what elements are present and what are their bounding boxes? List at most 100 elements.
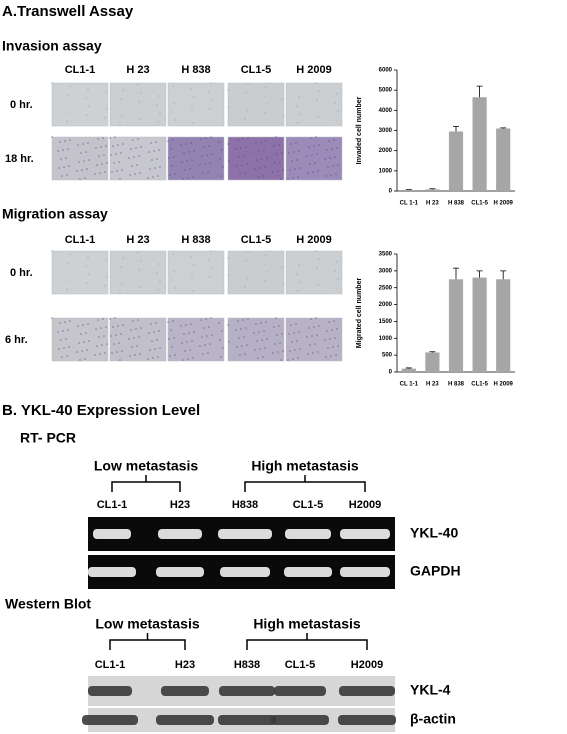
cell-dot	[205, 318, 207, 320]
bracket	[246, 633, 368, 650]
column-label: CL1-1	[65, 234, 96, 246]
cell-dot	[318, 325, 320, 327]
cell-dot	[202, 353, 204, 355]
cell-dot	[138, 155, 140, 157]
cell-dot	[261, 158, 263, 160]
cell-dot	[76, 351, 78, 353]
column-label: CL1-1	[65, 64, 96, 76]
cell-dot	[317, 351, 319, 353]
cell-dot	[317, 284, 319, 286]
cell-dot	[117, 325, 119, 327]
cell-dot	[80, 152, 82, 154]
cell-dot	[294, 168, 296, 170]
cell-dot	[210, 250, 212, 252]
cell-dot	[282, 169, 284, 171]
cell-dot	[202, 172, 204, 174]
band-label: β-actin	[410, 711, 456, 727]
x-tick-label: CL1-5	[471, 201, 488, 207]
cell-dot	[60, 158, 62, 160]
cell-dot	[192, 357, 194, 359]
cell-dot	[148, 151, 150, 153]
micrograph	[51, 250, 109, 295]
cell-dot	[289, 350, 291, 352]
cell-dot	[69, 253, 71, 255]
cell-dot	[104, 352, 106, 354]
cell-dot	[261, 339, 263, 341]
cell-dot	[169, 174, 171, 176]
cell-dot	[243, 336, 245, 338]
cell-dot	[67, 329, 69, 331]
cell-dot	[306, 155, 308, 157]
band	[158, 529, 202, 539]
cell-dot	[96, 164, 98, 166]
band	[156, 567, 204, 577]
cell-dot	[255, 323, 257, 325]
cell-dot	[325, 175, 327, 177]
cell-dot	[190, 323, 192, 325]
error-bar	[476, 270, 483, 278]
x-tick-label: CL 1-1	[400, 382, 419, 388]
cell-dot	[174, 287, 176, 289]
cell-dot	[87, 88, 89, 90]
cell-dot	[247, 83, 249, 85]
cell-dot	[266, 271, 268, 273]
cell-dot	[337, 278, 339, 280]
cell-dot	[209, 108, 211, 110]
band	[161, 686, 209, 696]
band-label: YKL-40	[410, 525, 458, 541]
cell-dot	[97, 319, 99, 321]
cell-dot	[95, 328, 97, 330]
cell-dot	[290, 143, 292, 145]
cell-dot	[292, 177, 294, 179]
cell-dot	[264, 112, 266, 114]
cell-dot	[219, 158, 221, 160]
cell-dot	[58, 348, 60, 350]
cell-dot	[66, 355, 68, 357]
cell-dot	[101, 163, 103, 165]
group-label: Low metastasis	[95, 616, 199, 632]
cell-dot	[337, 345, 339, 347]
cell-dot	[193, 331, 195, 333]
cell-dot	[333, 320, 335, 322]
band-label: YKL-4	[410, 682, 451, 698]
lane-label: H23	[170, 499, 190, 511]
cell-dot	[266, 103, 268, 105]
cell-dot	[137, 319, 139, 321]
cell-dot	[122, 324, 124, 326]
micrograph	[285, 250, 343, 295]
cell-dot	[85, 97, 87, 99]
cell-dot	[190, 88, 192, 90]
y-tick-label: 3500	[379, 252, 393, 258]
cell-dot	[278, 325, 280, 327]
cell-dot	[86, 282, 88, 284]
cell-dot	[171, 346, 173, 348]
cell-dot	[80, 333, 82, 335]
cell-dot	[211, 153, 213, 155]
row-label: 0 hr.	[10, 99, 33, 111]
cell-dot	[309, 344, 311, 346]
cell-dot	[172, 320, 174, 322]
cell-dot	[336, 328, 338, 330]
cell-dot	[199, 164, 201, 166]
group-label: Low metastasis	[94, 458, 198, 474]
cell-dot	[57, 150, 59, 152]
cell-dot	[263, 149, 265, 151]
cell-dot	[106, 162, 108, 164]
cell-dot	[84, 177, 86, 179]
cell-dot	[204, 344, 206, 346]
cell-dot	[88, 105, 90, 107]
cell-dot	[113, 343, 115, 345]
cell-dot	[171, 279, 173, 281]
row-label: 6 hr.	[5, 334, 28, 346]
cell-dot	[274, 343, 276, 345]
cell-dot	[120, 98, 122, 100]
cell-dot	[139, 286, 141, 288]
cell-dot	[132, 320, 134, 322]
micrograph	[227, 317, 285, 362]
cell-dot	[174, 354, 176, 356]
cell-dot	[182, 178, 184, 180]
cell-dot	[186, 341, 188, 343]
x-tick-label: H 23	[426, 382, 439, 388]
cell-dot	[120, 266, 122, 268]
